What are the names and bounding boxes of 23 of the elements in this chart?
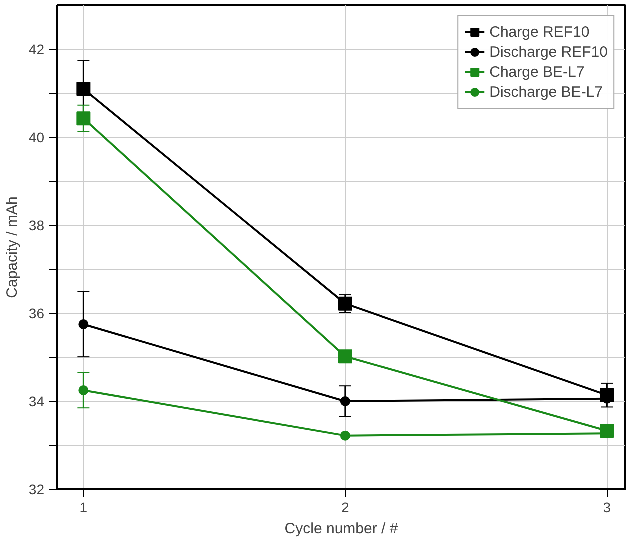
y-tick-label: 32 <box>28 482 45 498</box>
legend-label: Charge REF10 <box>490 24 590 40</box>
point <box>340 430 350 441</box>
point <box>338 296 352 311</box>
point <box>340 396 350 406</box>
point <box>76 112 91 126</box>
y-tick-label: 42 <box>28 42 45 58</box>
x-axis-title: Cycle number / # <box>284 520 399 538</box>
y-tick-label: 38 <box>28 218 45 234</box>
x-tick-label: 2 <box>342 500 350 516</box>
legend-label: Charge BE-L7 <box>490 64 585 80</box>
y-axis-title: Capacity / mAh <box>4 196 21 298</box>
legend-label: Discharge BE-L7 <box>490 84 603 100</box>
legend-label: Discharge REF10 <box>490 44 608 60</box>
point <box>76 82 91 96</box>
point <box>338 350 352 364</box>
y-tick-label: 40 <box>28 130 45 146</box>
y-tick-label: 34 <box>28 394 45 410</box>
y-tick-label: 36 <box>28 306 45 322</box>
point <box>78 386 89 396</box>
point <box>78 320 89 330</box>
x-tick-label: 1 <box>80 500 88 516</box>
x-tick-label: 3 <box>603 500 612 516</box>
